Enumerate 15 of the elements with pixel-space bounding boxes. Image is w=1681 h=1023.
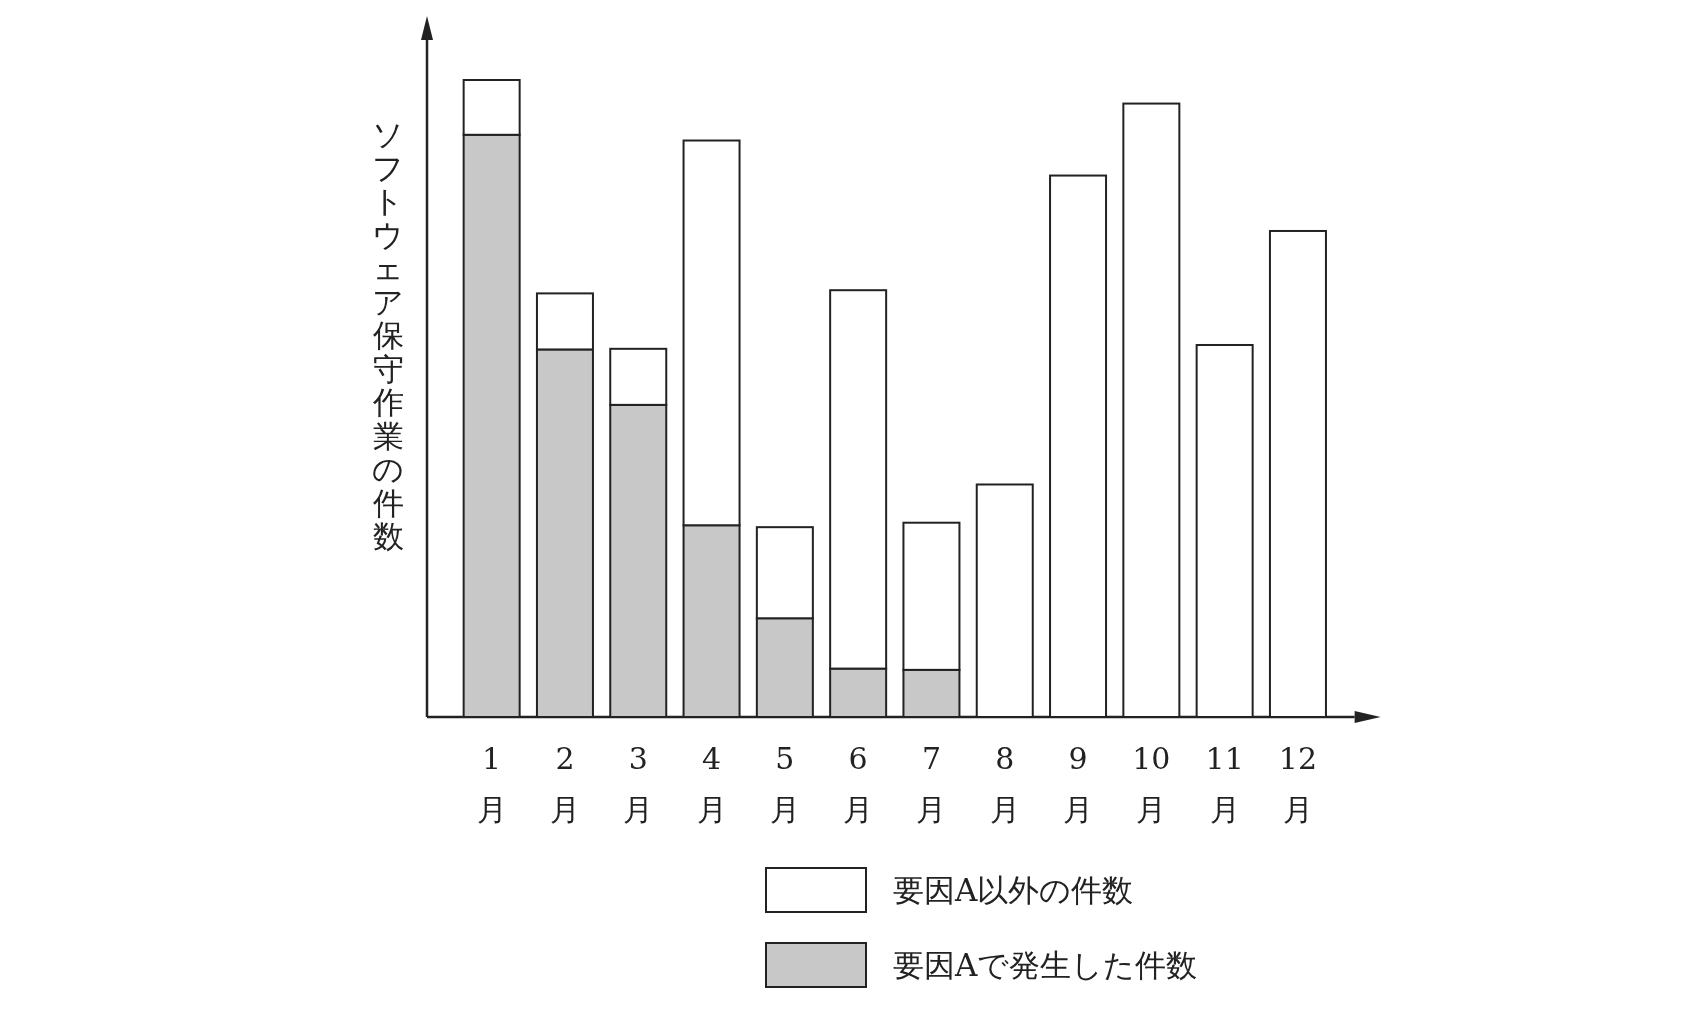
x-tick-label: 8月 <box>989 741 1020 827</box>
x-tick-label: 4月 <box>696 741 727 827</box>
x-tick-label: 1月 <box>476 741 507 827</box>
x-tick-label: 9月 <box>1063 741 1094 827</box>
x-tick-label: 6月 <box>843 741 874 827</box>
x-tick-label: 3月 <box>623 741 654 827</box>
x-tick-label: 7月 <box>916 741 947 827</box>
legend-label: 要因Aで発生した件数 <box>893 947 1198 983</box>
x-tick-label: 10月 <box>1132 741 1171 827</box>
text: ソフトウェア保守作業の件数 <box>372 116 404 554</box>
x-tick-label: 11月 <box>1205 741 1244 827</box>
x-tick-label: 5月 <box>769 741 800 827</box>
legend-label: 要因A以外の件数 <box>893 872 1134 908</box>
x-tick-label: 12月 <box>1278 741 1318 827</box>
x-tick-label: 2月 <box>549 741 580 827</box>
